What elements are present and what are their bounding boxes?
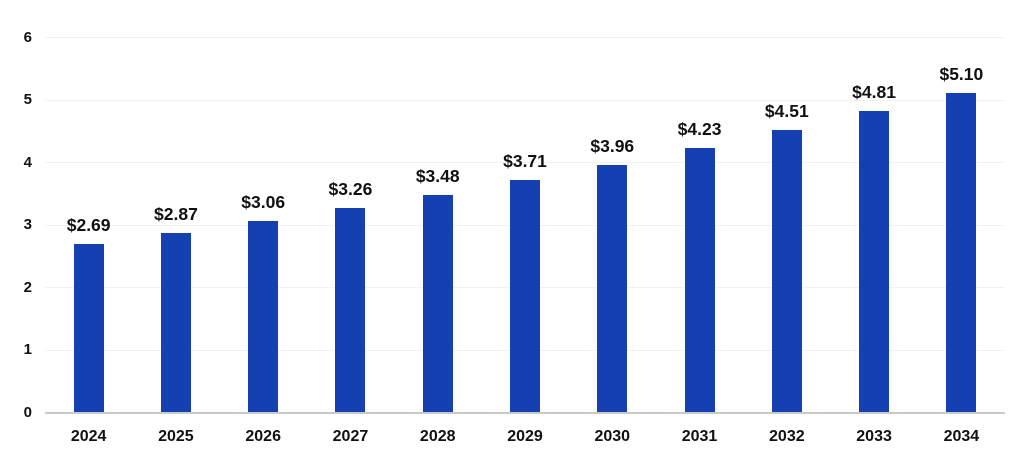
- x-axis-label-2032: 2032: [769, 428, 805, 445]
- gridline-y-5: [45, 99, 1005, 101]
- y-axis-tick-label: 1: [23, 341, 32, 358]
- x-axis-label-2028: 2028: [419, 428, 456, 445]
- bar-value-label-2027: $3.26: [328, 179, 373, 200]
- y-axis-tick-label: 2: [23, 278, 32, 296]
- bar-value-label-2025: $2.87: [154, 203, 198, 224]
- x-axis-label-2026: 2026: [245, 428, 281, 445]
- bar-value-label-2029: $3.71: [503, 151, 547, 172]
- bar-2031: [684, 147, 715, 412]
- y-axis-tick-label: 6: [23, 28, 32, 46]
- bar-2026: [248, 220, 279, 412]
- gridline-y-4: [45, 162, 1005, 163]
- plot-area: $2.69 $2.87 $3.06 $3.26 $3.48 $3.71 $3.96 $4.23…: [45, 37, 1005, 414]
- bar-2025: [160, 232, 191, 412]
- y-axis-tick-label: 3: [23, 216, 32, 233]
- bar-value-label-2028: $3.48: [415, 165, 460, 186]
- bar-2027: [335, 208, 366, 412]
- bar-value-label-2033: $4.81: [852, 82, 896, 103]
- x-axis-label-2029: 2029: [507, 428, 543, 445]
- y-axis-tick-label: 0: [23, 403, 32, 421]
- bar-value-label-2026: $3.06: [241, 191, 286, 212]
- bar-value-label-2024: $2.69: [66, 214, 111, 235]
- bar-2032: [771, 130, 802, 412]
- bar-2029: [510, 180, 540, 412]
- bar-value-label-2032: $4.51: [764, 101, 809, 122]
- x-axis-label-2024: 2024: [70, 428, 107, 445]
- x-axis-label-2027: 2027: [332, 428, 369, 445]
- y-axis-tick-label: 5: [23, 91, 32, 108]
- bar-2034: [946, 93, 977, 412]
- bar-2030: [597, 164, 628, 412]
- y-axis-tick-label: 4: [23, 153, 32, 171]
- x-axis-label-2031: 2031: [681, 428, 718, 445]
- x-axis-line: [45, 412, 1005, 414]
- x-axis-label-2034: 2034: [943, 428, 980, 445]
- gridline-y-6: [45, 37, 1005, 38]
- bar-value-label-2031: $4.23: [677, 118, 722, 139]
- x-axis-label-2030: 2030: [594, 428, 631, 445]
- bar-2028: [422, 194, 453, 412]
- x-axis-label-2025: 2025: [158, 428, 194, 445]
- bar-value-label-2030: $3.96: [590, 135, 635, 156]
- bar-value-label-2034: $5.10: [939, 64, 984, 85]
- bar-2024: [73, 243, 104, 412]
- bar-2033: [859, 111, 890, 412]
- x-axis-label-2033: 2033: [856, 428, 892, 445]
